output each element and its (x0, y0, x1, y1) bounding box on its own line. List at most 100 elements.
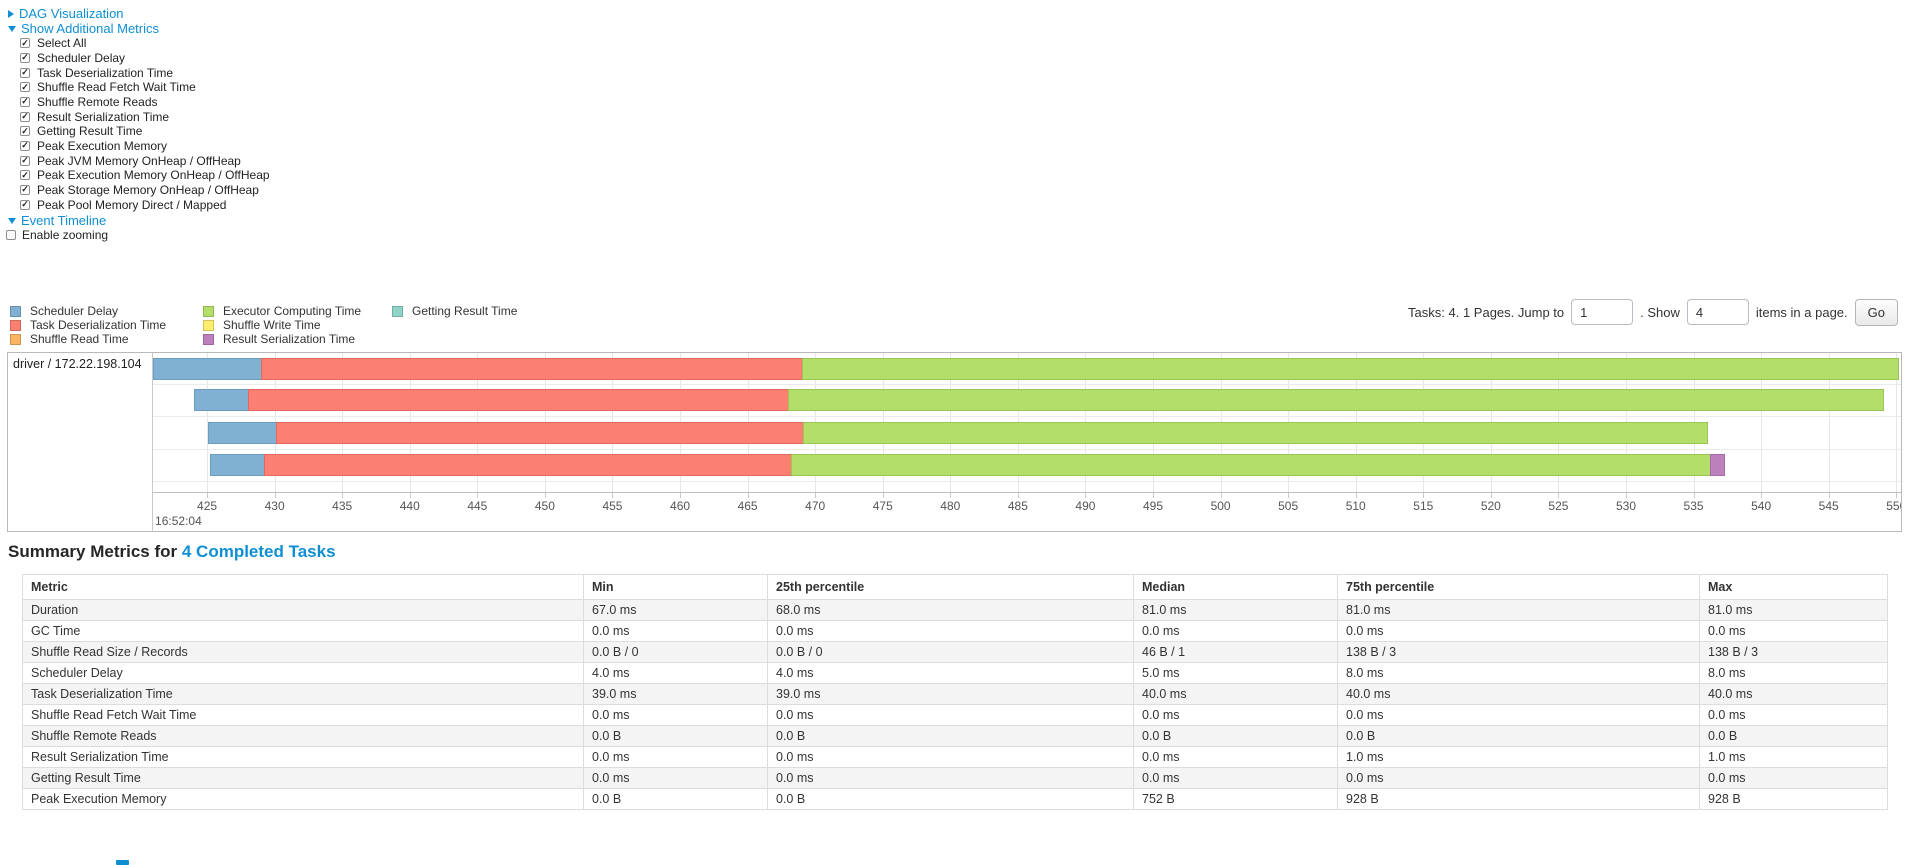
metric-checkbox-item[interactable]: Getting Result Time (20, 124, 270, 139)
axis-tick-label: 500 (1210, 499, 1231, 513)
metric-checkbox-item[interactable]: Select All (20, 36, 270, 51)
go-button[interactable]: Go (1854, 298, 1898, 326)
event-timeline-chart: driver / 172.22.198.104 425 430 435 440 445 4… (7, 352, 1902, 532)
metric-name-cell: Scheduler Delay (22, 662, 584, 684)
task-bar[interactable] (208, 421, 1709, 444)
metric-checkbox[interactable] (20, 38, 30, 49)
metric-checkbox-label: Peak Pool Memory Direct / Mapped (37, 197, 227, 212)
metric-checkbox[interactable] (20, 82, 30, 93)
task-segment-task-deserialization[interactable] (247, 389, 789, 411)
axis-base-time-label: 16:52:04 (155, 514, 202, 528)
metric-checkbox-item[interactable]: Task Deserialization Time (20, 65, 270, 80)
metric-checkbox-item[interactable]: Peak Execution Memory (20, 139, 270, 154)
metric-checkbox-label: Task Deserialization Time (37, 65, 174, 80)
axis-tick-label: 450 (534, 499, 555, 513)
metric-checkbox[interactable] (20, 67, 30, 78)
section-show-additional-metrics[interactable]: Show Additional Metrics (8, 21, 159, 36)
metric-name-cell: Shuffle Read Size / Records (22, 641, 584, 663)
task-segment-executor-computing[interactable] (803, 421, 1709, 444)
items-per-page-input[interactable] (1686, 299, 1749, 325)
axis-tick (612, 493, 614, 498)
metric-value-cell: 1.0 ms (1699, 746, 1888, 768)
axis-tick-label: 445 (467, 499, 488, 513)
metric-checkbox-label: Scheduler Delay (37, 50, 126, 65)
table-row: Result Serialization Time 0.0 ms 0.0 ms 0.0… (22, 746, 1888, 768)
metric-value-cell: 928 B (1699, 788, 1888, 810)
metric-checkbox-item[interactable]: Scheduler Delay (20, 51, 270, 66)
metric-checkbox[interactable] (20, 140, 30, 151)
chevron-down-icon (8, 25, 16, 32)
axis-tick-label: 460 (670, 499, 691, 513)
axis-tick (544, 493, 546, 498)
task-segment-task-deserialization[interactable] (275, 421, 803, 444)
metric-checkbox-item[interactable]: Peak Execution Memory OnHeap / OffHeap (20, 168, 270, 183)
task-segment-result-serialization[interactable] (1709, 453, 1725, 476)
axis-tick (1153, 493, 1154, 498)
enable-zooming-checkbox[interactable] (6, 230, 16, 240)
axis-tick-label: 465 (737, 499, 758, 513)
metric-checkbox-item[interactable]: Result Serialization Time (20, 109, 270, 124)
axis-tick-label: 550 (1886, 499, 1901, 513)
task-bar[interactable] (209, 453, 1725, 476)
lane-separator (153, 448, 1901, 450)
table-header-cell: Max (1699, 574, 1888, 600)
legend-swatch-icon (203, 319, 214, 331)
axis-tick-label: 545 (1818, 499, 1839, 513)
metric-checkbox[interactable] (20, 170, 30, 181)
axis-tick (815, 493, 817, 498)
metric-value-cell: 0.0 ms (1133, 746, 1338, 768)
metric-value-cell: 0.0 ms (1699, 767, 1888, 789)
axis-tick (1896, 493, 1898, 498)
axis-tick (1761, 493, 1763, 498)
task-segment-scheduler-delay[interactable] (208, 421, 276, 444)
axis-tick-label: 485 (1007, 499, 1028, 513)
executor-label-column: driver / 172.22.198.104 (8, 353, 153, 531)
section-event-timeline[interactable]: Event Timeline (8, 213, 106, 228)
axis-tick-label: 435 (332, 499, 353, 513)
task-segment-scheduler-delay[interactable] (193, 389, 248, 411)
summary-title-text: Summary Metrics for (8, 542, 178, 561)
completed-tasks-link[interactable]: 4 Completed Tasks (181, 542, 336, 561)
metric-checkbox[interactable] (20, 111, 30, 122)
task-segment-scheduler-delay[interactable] (153, 358, 262, 380)
axis-tick (1220, 493, 1222, 498)
pagination-prefix-text: Tasks: 4. 1 Pages. Jump to (1408, 304, 1565, 320)
metric-checkbox-item[interactable]: Shuffle Remote Reads (20, 95, 270, 110)
metric-checkbox[interactable] (20, 199, 30, 210)
task-segment-executor-computing[interactable] (801, 358, 1899, 380)
gridline (1828, 353, 1830, 492)
metric-checkbox[interactable] (20, 155, 30, 166)
jump-to-page-input[interactable] (1571, 299, 1634, 325)
metric-checkbox[interactable] (20, 126, 30, 137)
metric-value-cell: 0.0 B (767, 725, 1134, 747)
metric-checkbox-item[interactable]: Peak Storage Memory OnHeap / OffHeap (20, 183, 270, 198)
metric-value-cell: 8.0 ms (1337, 662, 1700, 684)
metric-checkbox[interactable] (20, 184, 30, 195)
table-row: Duration 67.0 ms 68.0 ms 81.0 ms 81.0 ms 81.0… (22, 599, 1888, 621)
section-dag-visualization[interactable]: DAG Visualization (8, 6, 124, 21)
table-header-cell: Metric (22, 574, 584, 600)
section-label: Show Additional Metrics (21, 21, 160, 36)
metric-checkbox-item[interactable]: Peak Pool Memory Direct / Mapped (20, 197, 270, 212)
table-row: Scheduler Delay 4.0 ms 4.0 ms 5.0 ms 8.0 ms 8… (22, 662, 1888, 684)
metric-checkbox-label: Shuffle Remote Reads (37, 94, 158, 109)
metric-checkbox-item[interactable]: Peak JVM Memory OnHeap / OffHeap (20, 153, 270, 168)
metric-checkbox[interactable] (20, 96, 30, 107)
axis-tick-label: 490 (1075, 499, 1096, 513)
task-segment-executor-computing[interactable] (790, 453, 1710, 476)
task-bar[interactable] (153, 358, 1899, 380)
metric-value-cell: 0.0 ms (767, 704, 1134, 726)
metric-name-cell: Peak Execution Memory (22, 788, 584, 810)
task-segment-scheduler-delay[interactable] (209, 453, 264, 476)
axis-tick (1558, 493, 1560, 498)
metric-checkbox-item[interactable]: Shuffle Read Fetch Wait Time (20, 80, 270, 95)
task-segment-executor-computing[interactable] (788, 389, 1885, 411)
metric-checkbox[interactable] (20, 52, 30, 63)
metric-value-cell: 0.0 ms (767, 746, 1134, 768)
task-bar[interactable] (193, 389, 1885, 411)
summary-metrics-title: Summary Metrics for 4 Completed Tasks (8, 542, 336, 562)
task-segment-task-deserialization[interactable] (261, 358, 802, 380)
enable-zooming-option[interactable]: Enable zooming (6, 228, 108, 242)
axis-tick-label: 470 (805, 499, 826, 513)
task-segment-task-deserialization[interactable] (263, 453, 791, 476)
